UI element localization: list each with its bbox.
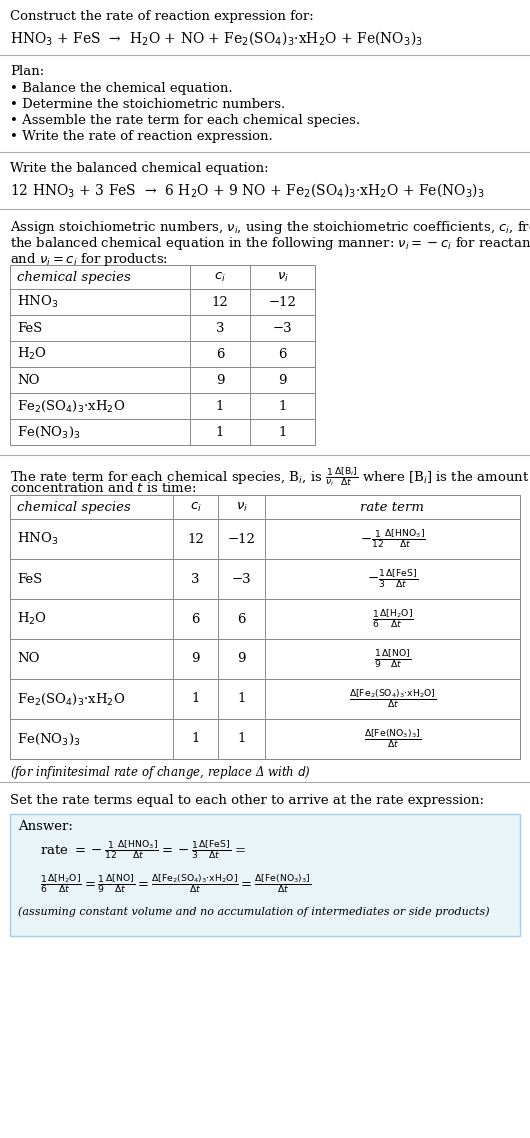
Text: rate term: rate term (360, 501, 425, 513)
Bar (10, 814, 520, 935)
Text: $\frac{1}{6}\frac{\Delta[\mathrm{H_2O}]}{\Delta t}$: $\frac{1}{6}\frac{\Delta[\mathrm{H_2O}]}… (372, 608, 413, 630)
Text: 1: 1 (191, 693, 200, 706)
Text: H$_2$O: H$_2$O (17, 346, 47, 362)
Text: $-\frac{1}{3}\frac{\Delta[\mathrm{FeS}]}{\Delta t}$: $-\frac{1}{3}\frac{\Delta[\mathrm{FeS}]}… (367, 568, 418, 591)
Text: 6: 6 (216, 347, 224, 361)
Text: Fe(NO$_3$)$_3$: Fe(NO$_3$)$_3$ (17, 732, 81, 747)
Text: NO: NO (17, 652, 40, 666)
Text: 1: 1 (216, 426, 224, 438)
Text: $c_i$: $c_i$ (214, 271, 226, 283)
Text: 1: 1 (237, 693, 246, 706)
Text: HNO$_3$: HNO$_3$ (17, 294, 58, 310)
Text: 1: 1 (278, 426, 287, 438)
Text: concentration and $t$ is time:: concentration and $t$ is time: (10, 481, 197, 495)
Text: 1: 1 (278, 399, 287, 412)
Text: NO: NO (17, 373, 40, 387)
Text: (assuming constant volume and no accumulation of intermediates or side products): (assuming constant volume and no accumul… (18, 906, 490, 916)
Text: Construct the rate of reaction expression for:: Construct the rate of reaction expressio… (10, 10, 314, 23)
Text: $c_i$: $c_i$ (190, 501, 201, 513)
Text: • Write the rate of reaction expression.: • Write the rate of reaction expression. (10, 130, 273, 143)
Text: HNO$_3$ + FeS  →  H$_2$O + NO + Fe$_2$(SO$_4$)$_3$·xH$_2$O + Fe(NO$_3$)$_3$: HNO$_3$ + FeS → H$_2$O + NO + Fe$_2$(SO$… (10, 28, 423, 47)
Text: rate $= -\frac{1}{12}\frac{\Delta[\mathrm{HNO_3}]}{\Delta t} = -\frac{1}{3}\frac: rate $= -\frac{1}{12}\frac{\Delta[\mathr… (40, 838, 246, 860)
Text: Assign stoichiometric numbers, $\nu_i$, using the stoichiometric coefficients, $: Assign stoichiometric numbers, $\nu_i$, … (10, 218, 530, 236)
Text: −3: −3 (232, 572, 251, 585)
Text: Fe$_2$(SO$_4$)$_3$·xH$_2$O: Fe$_2$(SO$_4$)$_3$·xH$_2$O (17, 398, 125, 413)
Text: 9: 9 (191, 652, 200, 666)
Text: Fe(NO$_3$)$_3$: Fe(NO$_3$)$_3$ (17, 424, 81, 439)
Text: $\frac{\Delta[\mathrm{Fe_2(SO_4)_3{\cdot}xH_2O}]}{\Delta t}$: $\frac{\Delta[\mathrm{Fe_2(SO_4)_3{\cdot… (349, 687, 436, 710)
Text: HNO$_3$: HNO$_3$ (17, 531, 58, 547)
Text: chemical species: chemical species (17, 501, 131, 513)
Text: 3: 3 (216, 322, 224, 335)
Text: 6: 6 (237, 612, 246, 626)
Text: $-\frac{1}{12}\frac{\Delta[\mathrm{HNO_3}]}{\Delta t}$: $-\frac{1}{12}\frac{\Delta[\mathrm{HNO_3… (359, 528, 426, 551)
Bar (10, 265, 315, 445)
Text: Answer:: Answer: (18, 820, 73, 833)
Text: 9: 9 (237, 652, 246, 666)
Text: 6: 6 (278, 347, 287, 361)
Text: chemical species: chemical species (17, 271, 131, 283)
Text: Fe$_2$(SO$_4$)$_3$·xH$_2$O: Fe$_2$(SO$_4$)$_3$·xH$_2$O (17, 692, 125, 707)
Text: −12: −12 (269, 296, 296, 308)
Text: FeS: FeS (17, 322, 42, 335)
Text: • Assemble the rate term for each chemical species.: • Assemble the rate term for each chemic… (10, 114, 360, 127)
Text: 3: 3 (191, 572, 200, 585)
Text: Set the rate terms equal to each other to arrive at the rate expression:: Set the rate terms equal to each other t… (10, 794, 484, 807)
Text: $\frac{\Delta[\mathrm{Fe(NO_3)_3}]}{\Delta t}$: $\frac{\Delta[\mathrm{Fe(NO_3)_3}]}{\Del… (364, 727, 421, 750)
Text: and $\nu_i = c_i$ for products:: and $\nu_i = c_i$ for products: (10, 251, 168, 269)
Text: (for infinitesimal rate of change, replace Δ with $d$): (for infinitesimal rate of change, repla… (10, 764, 311, 781)
Text: 1: 1 (237, 733, 246, 745)
Text: Plan:: Plan: (10, 65, 44, 79)
Text: $\nu_i$: $\nu_i$ (277, 271, 288, 283)
Text: 9: 9 (278, 373, 287, 387)
Text: 12 HNO$_3$ + 3 FeS  →  6 H$_2$O + 9 NO + Fe$_2$(SO$_4$)$_3$·xH$_2$O + Fe(NO$_3$): 12 HNO$_3$ + 3 FeS → 6 H$_2$O + 9 NO + F… (10, 181, 485, 199)
Text: • Balance the chemical equation.: • Balance the chemical equation. (10, 82, 233, 94)
Text: −3: −3 (273, 322, 293, 335)
Text: 12: 12 (187, 533, 204, 545)
Text: 1: 1 (191, 733, 200, 745)
Text: • Determine the stoichiometric numbers.: • Determine the stoichiometric numbers. (10, 98, 285, 112)
Bar (10, 495, 520, 759)
Text: The rate term for each chemical species, B$_i$, is $\frac{1}{\nu_i}\frac{\Delta[: The rate term for each chemical species,… (10, 465, 529, 488)
Text: 6: 6 (191, 612, 200, 626)
Text: $\nu_i$: $\nu_i$ (235, 501, 248, 513)
Text: 1: 1 (216, 399, 224, 412)
Text: $\frac{1}{6}\frac{\Delta[\mathrm{H_2O}]}{\Delta t} = \frac{1}{9}\frac{\Delta[\ma: $\frac{1}{6}\frac{\Delta[\mathrm{H_2O}]}… (40, 872, 312, 894)
Text: −12: −12 (227, 533, 255, 545)
Text: $\frac{1}{9}\frac{\Delta[\mathrm{NO}]}{\Delta t}$: $\frac{1}{9}\frac{\Delta[\mathrm{NO}]}{\… (374, 648, 411, 670)
Text: 12: 12 (211, 296, 228, 308)
Text: Write the balanced chemical equation:: Write the balanced chemical equation: (10, 162, 269, 175)
Text: FeS: FeS (17, 572, 42, 585)
Text: H$_2$O: H$_2$O (17, 611, 47, 627)
Text: 9: 9 (216, 373, 224, 387)
Text: the balanced chemical equation in the following manner: $\nu_i = -c_i$ for react: the balanced chemical equation in the fo… (10, 236, 530, 251)
